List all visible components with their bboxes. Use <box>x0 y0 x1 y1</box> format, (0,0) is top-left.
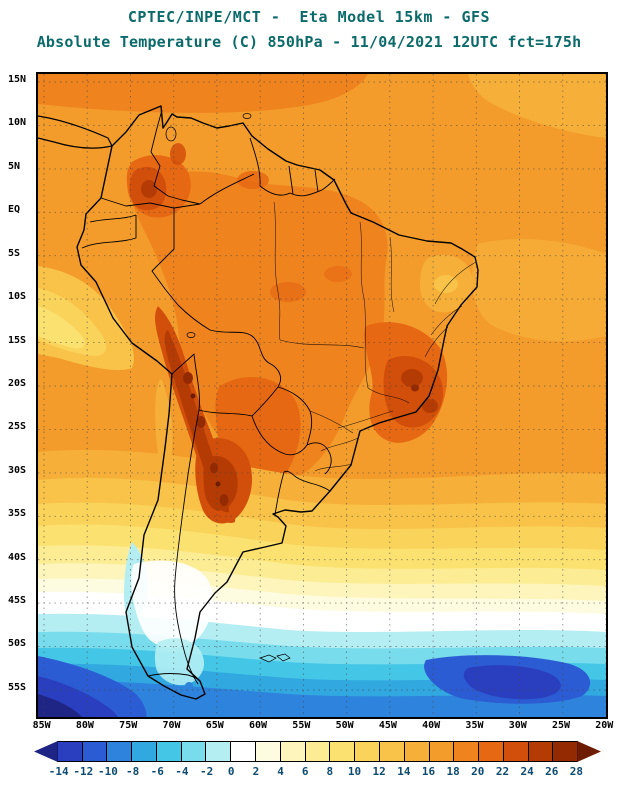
colorbar-cell <box>255 741 281 762</box>
map-canvas <box>36 72 608 719</box>
colorbar-cell <box>527 741 554 762</box>
lat-label: 5S <box>8 247 21 259</box>
cbar-tick: 24 <box>520 765 534 778</box>
colorbar-cell <box>428 741 455 762</box>
temperature-field <box>38 74 606 717</box>
lon-label: 85W <box>32 720 51 731</box>
lat-label: 55S <box>8 681 27 693</box>
colorbar-cell <box>230 741 257 762</box>
cbar-tick: 14 <box>397 765 411 778</box>
lat-label: 40S <box>8 551 27 563</box>
colorbar-cell <box>180 741 207 762</box>
lon-label: 40W <box>422 720 441 731</box>
lat-label: 15N <box>8 74 27 85</box>
colorbar-cell <box>354 741 380 762</box>
cbar-tick: 20 <box>471 765 485 778</box>
cbar-tick: 28 <box>569 765 584 778</box>
cbar-tick: -6 <box>150 765 164 778</box>
south-america-map <box>38 74 606 717</box>
lon-label: 30W <box>508 720 527 731</box>
cbar-tick: -12 <box>73 765 94 778</box>
islands <box>165 113 291 663</box>
cbar-tick: 0 <box>227 765 235 778</box>
colorbar-cell <box>56 741 83 762</box>
cbar-tick: 6 <box>301 765 309 778</box>
cbar-tick: -4 <box>175 765 189 778</box>
colorbar-cell <box>378 741 405 762</box>
lat-label: 10N <box>8 117 27 129</box>
lon-label: 75W <box>119 720 138 731</box>
colorbar-cell <box>502 741 529 762</box>
lon-label: 45W <box>378 720 397 731</box>
colorbar-cell <box>577 741 601 762</box>
title-line-1: CPTEC/INPE/MCT - Eta Model 15km - GFS <box>127 8 491 26</box>
coastline <box>38 105 479 700</box>
lon-label: 70W <box>162 720 181 731</box>
lon-label: 50W <box>335 720 354 731</box>
cbar-tick: -8 <box>125 765 140 778</box>
lon-label: 60W <box>249 720 268 731</box>
cbar-tick: -2 <box>199 765 214 778</box>
colorbar-cell <box>34 741 58 762</box>
lon-label: 20W <box>595 720 614 731</box>
lon-label: 55W <box>292 720 311 731</box>
colorbar-cell <box>106 741 133 762</box>
lat-label: 50S <box>8 638 27 650</box>
lat-label: 15S <box>8 334 27 346</box>
lon-label: 35W <box>465 720 484 731</box>
colorbar-cell <box>329 741 356 762</box>
colorbar-cell <box>81 741 108 762</box>
lat-label: EQ <box>8 204 21 216</box>
lat-label: 30S <box>8 464 27 476</box>
lat-label: 20S <box>8 377 27 389</box>
lon-label: 80W <box>75 720 94 731</box>
colorbar-cell <box>453 741 480 762</box>
title-line-2: Absolute Temperature (C) 850hPa - 11/04/… <box>36 33 582 51</box>
lat-label: 45S <box>8 595 27 607</box>
colorbar-cell <box>279 741 306 762</box>
cbar-tick: -14 <box>48 765 69 778</box>
cbar-tick: -10 <box>98 765 118 778</box>
colorbar-cell <box>478 741 504 762</box>
colorbar-cell <box>403 741 430 762</box>
cbar-tick: 4 <box>277 765 284 778</box>
cbar-tick: 2 <box>252 765 260 778</box>
lon-label: 25W <box>551 720 571 731</box>
lat-label: 5N <box>8 160 21 172</box>
lat-label: 35S <box>8 508 27 520</box>
cbar-tick: 10 <box>347 765 362 778</box>
colorbar-cell <box>155 741 182 762</box>
cbar-tick: 26 <box>545 765 559 778</box>
cbar-tick: 22 <box>495 765 510 778</box>
colorbar-cell <box>205 741 232 762</box>
cbar-tick: 12 <box>372 765 386 778</box>
lat-label: 25S <box>8 421 27 433</box>
latitude-axis: 15N 10N 5N EQ 5S 10S 15S 20S 25S 30S 35S 40S 45S 50S 5… <box>8 73 36 695</box>
colorbar-tick-labels: -14 -12 -10 -8 -6 -4 -2 0 2 4 6 8 10 12 14 16 18 20 22 24 26… <box>46 765 588 778</box>
colorbar-cell <box>304 741 331 762</box>
lat-label: 10S <box>8 291 27 303</box>
lon-label: 65W <box>205 720 224 731</box>
colorbar: -14 -12 -10 -8 -6 -4 -2 0 2 4 6 8 10 12 14 16 18 20 22 24 26… <box>34 741 601 783</box>
colorbar-cells <box>34 741 601 762</box>
colorbar-cell <box>552 741 579 762</box>
cbar-tick: 18 <box>446 765 460 778</box>
cbar-tick: 8 <box>326 765 334 778</box>
state-borders <box>273 201 477 472</box>
longitude-axis: 85W 80W 75W 70W 65W 60W 55W 50W 45W 40W 35W 30W 25W 2… <box>20 720 618 731</box>
colorbar-cell <box>131 741 157 762</box>
cbar-tick: 16 <box>421 765 436 778</box>
